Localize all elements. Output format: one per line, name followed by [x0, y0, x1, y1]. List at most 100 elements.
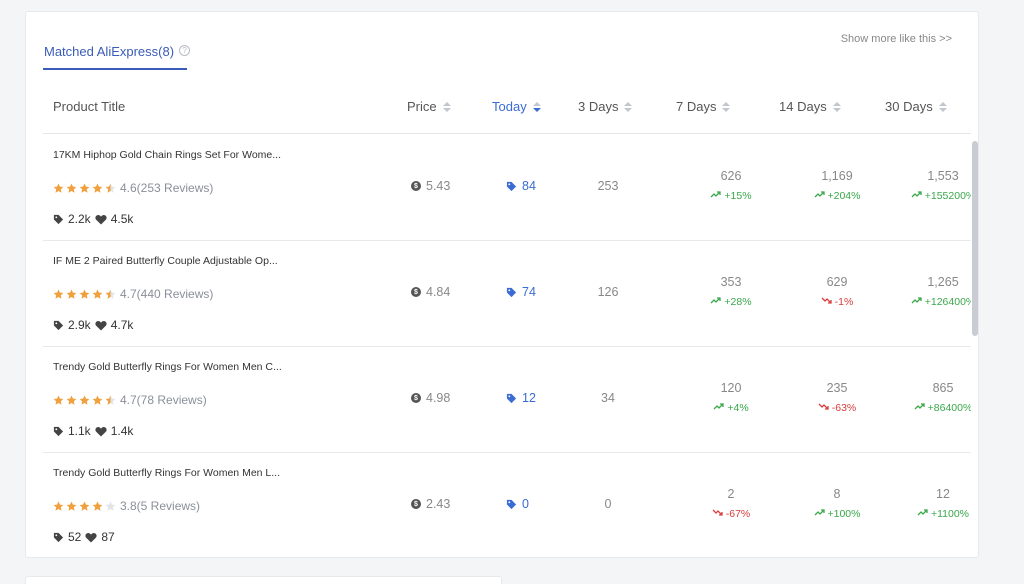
price-cell: $ 4.84 [411, 285, 450, 299]
sort-icon[interactable] [624, 101, 633, 112]
fourteen-days-cell: 1,169 +204% [777, 169, 897, 203]
price-cell: $ 5.43 [411, 179, 450, 193]
rating: 3.8(5 Reviews) [53, 499, 200, 513]
tab-matched-aliexpress[interactable]: Matched AliExpress(8) ? [44, 44, 191, 59]
column-14-days[interactable]: 14 Days [779, 99, 841, 114]
seven-days-change: +28% [671, 295, 791, 309]
thirty-days-value: 1,265 [927, 275, 959, 289]
dollar-icon: $ [411, 499, 421, 509]
wishlist-count: 1.4k [110, 424, 134, 438]
column-30-days[interactable]: 30 Days [885, 99, 947, 114]
sort-icon[interactable] [938, 101, 947, 112]
fourteen-days-value: 1,169 [821, 169, 853, 183]
sort-icon[interactable] [442, 101, 451, 112]
rating: 4.7(440 Reviews) [53, 287, 213, 301]
thirty-days-cell: 1,553 +155200% [883, 169, 971, 203]
table-row[interactable]: Trendy Gold Butterfly Rings For Women Me… [43, 347, 971, 453]
fourteen-days-change: +204% [777, 189, 897, 203]
sort-icon[interactable] [532, 101, 541, 112]
tag-icon [506, 393, 517, 403]
column-label: Today [492, 99, 527, 114]
price-value: 2.43 [426, 497, 451, 511]
fourteen-days-change: -1% [777, 295, 897, 309]
star-icon [105, 289, 116, 299]
fourteen-days-value: 235 [826, 381, 848, 395]
product-title[interactable]: Trendy Gold Butterfly Rings For Women Me… [53, 467, 281, 479]
tag-icon [506, 181, 517, 191]
column-7-days[interactable]: 7 Days [676, 99, 731, 114]
show-more-link[interactable]: Show more like this >> [840, 33, 952, 45]
trend-icon [914, 401, 925, 415]
product-title[interactable]: Trendy Gold Butterfly Rings For Women Me… [53, 361, 282, 373]
star-icon [66, 501, 77, 511]
orders-count: 2.9k [68, 318, 91, 332]
column-today[interactable]: Today [492, 99, 541, 114]
price-cell: $ 4.98 [411, 391, 450, 405]
heart-icon [95, 214, 107, 224]
three-days-cell: 0 [568, 497, 648, 511]
scrollbar-thumb[interactable] [972, 141, 978, 336]
column-3-days[interactable]: 3 Days [578, 99, 633, 114]
three-days-value: 126 [597, 285, 619, 299]
trend-icon [821, 295, 832, 309]
change-text: -67% [725, 508, 751, 520]
star-rating [53, 289, 116, 300]
star-icon [53, 501, 64, 511]
today-cell: 0 [506, 497, 529, 511]
trend-icon [911, 189, 922, 203]
tag-icon [53, 426, 64, 436]
today-value: 74 [522, 285, 536, 299]
change-text: -63% [831, 402, 857, 414]
change-text: +15% [724, 190, 752, 202]
column-price[interactable]: Price [407, 99, 451, 114]
thirty-days-value: 12 [936, 487, 950, 501]
star-rating [53, 395, 116, 406]
table-header: Product Title Price Today 3 Days 7 Days … [43, 88, 971, 134]
trend-icon [712, 507, 723, 521]
price-cell: $ 2.43 [411, 497, 450, 511]
table-row[interactable]: IF ME 2 Paired Butterfly Couple Adjustab… [43, 241, 971, 347]
table-row[interactable]: Trendy Gold Butterfly Rings For Women Me… [43, 453, 971, 547]
star-icon [92, 289, 103, 299]
thirty-days-change: +1100% [883, 507, 971, 521]
engagement: 2.9k 4.7k [53, 318, 133, 332]
seven-days-value: 626 [720, 169, 742, 183]
product-title[interactable]: 17KM Hiphop Gold Chain Rings Set For Wom… [53, 149, 281, 161]
sort-icon[interactable] [722, 101, 731, 112]
change-text: +1100% [930, 508, 970, 520]
trend-icon [710, 295, 722, 309]
star-icon [53, 183, 64, 193]
three-days-value: 253 [597, 179, 619, 193]
trend-icon [917, 507, 928, 521]
matched-products-panel: Matched AliExpress(8) ? Show more like t… [25, 11, 979, 558]
three-days-value: 0 [604, 497, 612, 511]
star-icon [105, 395, 116, 405]
tag-icon [53, 532, 64, 542]
orders-count: 1.1k [68, 424, 91, 438]
dollar-icon: $ [411, 181, 421, 191]
table-row[interactable]: 17KM Hiphop Gold Chain Rings Set For Wom… [43, 135, 971, 241]
product-title[interactable]: IF ME 2 Paired Butterfly Couple Adjustab… [53, 255, 278, 267]
column-label: Product Title [53, 99, 126, 114]
seven-days-change: -67% [671, 507, 791, 521]
help-icon[interactable]: ? [179, 44, 191, 56]
thirty-days-change: +86400% [883, 401, 971, 415]
trend-icon [911, 295, 922, 309]
fourteen-days-change: +100% [777, 507, 897, 521]
trend-icon [814, 189, 825, 203]
today-cell: 84 [506, 179, 536, 193]
tag-icon [506, 499, 517, 509]
three-days-cell: 34 [568, 391, 648, 405]
column-label: Price [407, 99, 437, 114]
star-icon [66, 395, 77, 405]
sort-icon[interactable] [832, 101, 841, 112]
rating-text: 3.8(5 Reviews) [120, 499, 201, 513]
today-value: 0 [522, 497, 529, 511]
seven-days-cell: 626 +15% [671, 169, 791, 203]
price-value: 4.84 [426, 285, 451, 299]
three-days-value: 34 [601, 391, 615, 405]
star-icon [66, 183, 77, 193]
change-text: +155200% [924, 190, 971, 202]
table-body: 17KM Hiphop Gold Chain Rings Set For Wom… [43, 135, 971, 547]
scrollbar[interactable] [971, 135, 978, 547]
